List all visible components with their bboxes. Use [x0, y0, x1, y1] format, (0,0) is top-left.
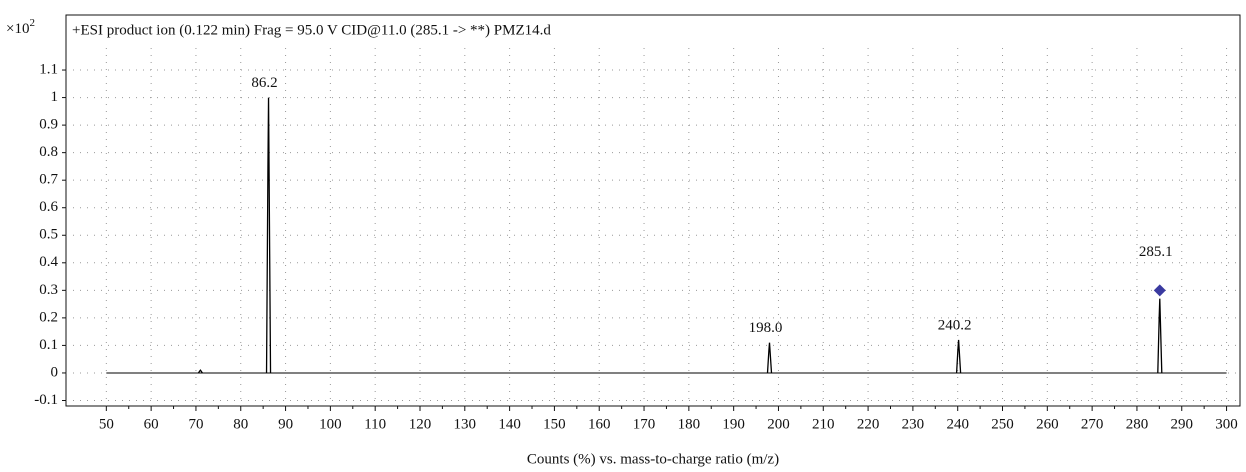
x-tick-label: 150 — [543, 416, 566, 432]
x-tick-label: 60 — [144, 416, 159, 432]
peak — [265, 97, 272, 373]
y-tick-label: 0.8 — [39, 144, 58, 160]
y-tick-label: 0.6 — [39, 199, 58, 215]
x-tick-label: 190 — [722, 416, 745, 432]
x-tick-label: 270 — [1081, 416, 1104, 432]
y-tick-label: 0.4 — [39, 254, 58, 270]
y-tick-label: 0.9 — [39, 117, 58, 133]
y-tick-label: 0.7 — [39, 172, 58, 188]
peak-label: 240.2 — [938, 317, 972, 333]
peak — [197, 369, 203, 374]
y-scale-exponent: 2 — [29, 17, 35, 29]
x-tick-label: 240 — [946, 416, 969, 432]
x-tick-label: 130 — [454, 416, 477, 432]
x-tick-label: 200 — [767, 416, 790, 432]
x-tick-label: 120 — [409, 416, 432, 432]
x-tick-label: 110 — [364, 416, 386, 432]
peak-label: 285.1 — [1139, 244, 1173, 260]
y-tick-label: 0.3 — [39, 282, 58, 298]
y-tick-label: -0.1 — [34, 392, 58, 408]
peak-label: 198.0 — [749, 320, 783, 336]
x-tick-label: 260 — [1036, 416, 1059, 432]
peak — [766, 342, 773, 373]
peak-label: 86.2 — [251, 75, 277, 91]
peak — [1157, 298, 1163, 373]
y-scale-base: ×10 — [6, 21, 29, 37]
y-tick-label: 0 — [51, 364, 59, 380]
x-tick-label: 140 — [498, 416, 521, 432]
x-tick-label: 250 — [991, 416, 1014, 432]
x-tick-label: 300 — [1215, 416, 1238, 432]
x-tick-label: 170 — [633, 416, 656, 432]
peak — [955, 339, 962, 373]
x-tick-label: 50 — [99, 416, 114, 432]
x-tick-label: 230 — [902, 416, 925, 432]
x-tick-label: 220 — [857, 416, 880, 432]
x-tick-label: 210 — [812, 416, 835, 432]
x-tick-label: 100 — [319, 416, 342, 432]
y-tick-label: 1 — [51, 89, 59, 105]
y-tick-label: 0.2 — [39, 309, 58, 325]
precursor-marker — [1153, 284, 1166, 297]
x-tick-label: 80 — [233, 416, 248, 432]
x-axis-label: Counts (%) vs. mass-to-charge ratio (m/z… — [527, 451, 779, 467]
chart-title: +ESI product ion (0.122 min) Frag = 95.0… — [72, 22, 551, 38]
x-tick-label: 290 — [1170, 416, 1193, 432]
y-tick-label: 1.1 — [39, 61, 58, 77]
y-tick-label: 0.1 — [39, 337, 58, 353]
y-tick-label: 0.5 — [39, 227, 58, 243]
plot-frame — [65, 14, 1241, 407]
x-tick-label: 180 — [678, 416, 701, 432]
y-scale-label: ×102 — [6, 17, 35, 38]
x-tick-label: 280 — [1126, 416, 1149, 432]
x-tick-label: 70 — [188, 416, 203, 432]
x-tick-label: 90 — [278, 416, 293, 432]
x-tick-label: 160 — [588, 416, 611, 432]
